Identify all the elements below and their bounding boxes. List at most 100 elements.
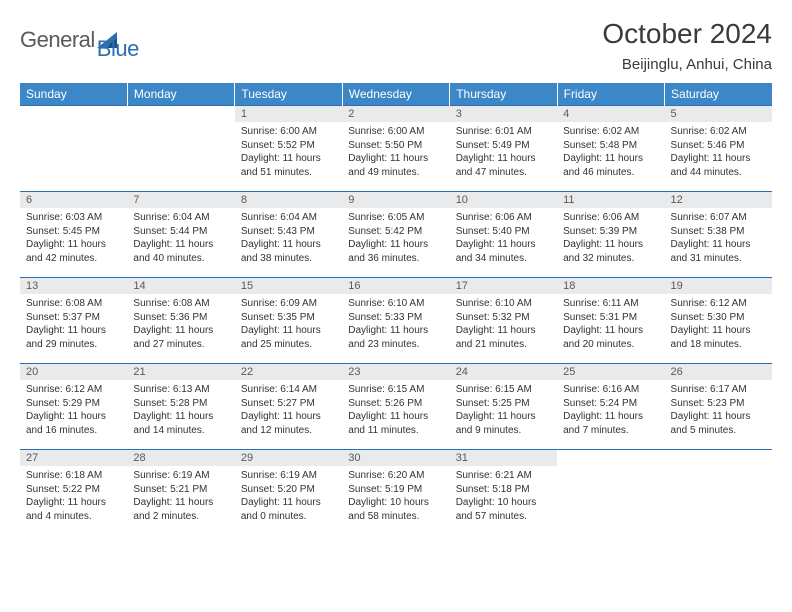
calendar-day-cell: 7Sunrise: 6:04 AMSunset: 5:44 PMDaylight…	[127, 192, 234, 278]
day-content: Sunrise: 6:15 AMSunset: 5:26 PMDaylight:…	[342, 380, 449, 441]
calendar-day-cell: 19Sunrise: 6:12 AMSunset: 5:30 PMDayligh…	[665, 278, 772, 364]
day-content: Sunrise: 6:20 AMSunset: 5:19 PMDaylight:…	[342, 466, 449, 527]
calendar-day-cell: 31Sunrise: 6:21 AMSunset: 5:18 PMDayligh…	[450, 450, 557, 536]
day-content: Sunrise: 6:21 AMSunset: 5:18 PMDaylight:…	[450, 466, 557, 527]
day-content: Sunrise: 6:08 AMSunset: 5:36 PMDaylight:…	[127, 294, 234, 355]
day-number: 8	[235, 192, 342, 208]
calendar-day-cell: 29Sunrise: 6:19 AMSunset: 5:20 PMDayligh…	[235, 450, 342, 536]
day-content: Sunrise: 6:19 AMSunset: 5:20 PMDaylight:…	[235, 466, 342, 527]
weekday-header: Tuesday	[235, 83, 342, 106]
calendar-day-cell: 21Sunrise: 6:13 AMSunset: 5:28 PMDayligh…	[127, 364, 234, 450]
day-number: 19	[665, 278, 772, 294]
calendar-day-cell: 28Sunrise: 6:19 AMSunset: 5:21 PMDayligh…	[127, 450, 234, 536]
day-number: 5	[665, 106, 772, 122]
weekday-header: Friday	[557, 83, 664, 106]
day-content: Sunrise: 6:15 AMSunset: 5:25 PMDaylight:…	[450, 380, 557, 441]
day-content: Sunrise: 6:14 AMSunset: 5:27 PMDaylight:…	[235, 380, 342, 441]
day-content: Sunrise: 6:18 AMSunset: 5:22 PMDaylight:…	[20, 466, 127, 527]
weekday-header: Saturday	[665, 83, 772, 106]
day-number: 27	[20, 450, 127, 466]
calendar-day-cell: 3Sunrise: 6:01 AMSunset: 5:49 PMDaylight…	[450, 106, 557, 192]
calendar-day-cell: 30Sunrise: 6:20 AMSunset: 5:19 PMDayligh…	[342, 450, 449, 536]
day-number: 7	[127, 192, 234, 208]
day-number: 31	[450, 450, 557, 466]
day-number: 9	[342, 192, 449, 208]
logo-text-blue: Blue	[97, 36, 139, 61]
calendar-day-cell: 5Sunrise: 6:02 AMSunset: 5:46 PMDaylight…	[665, 106, 772, 192]
day-content: Sunrise: 6:03 AMSunset: 5:45 PMDaylight:…	[20, 208, 127, 269]
day-content: Sunrise: 6:02 AMSunset: 5:48 PMDaylight:…	[557, 122, 664, 183]
day-number: 11	[557, 192, 664, 208]
day-number: 16	[342, 278, 449, 294]
day-number: 17	[450, 278, 557, 294]
day-content: Sunrise: 6:05 AMSunset: 5:42 PMDaylight:…	[342, 208, 449, 269]
day-content: Sunrise: 6:10 AMSunset: 5:32 PMDaylight:…	[450, 294, 557, 355]
day-content: Sunrise: 6:04 AMSunset: 5:43 PMDaylight:…	[235, 208, 342, 269]
day-number: 1	[235, 106, 342, 122]
calendar-empty-cell	[20, 106, 127, 192]
day-number: 12	[665, 192, 772, 208]
day-number: 24	[450, 364, 557, 380]
calendar-day-cell: 23Sunrise: 6:15 AMSunset: 5:26 PMDayligh…	[342, 364, 449, 450]
calendar-day-cell: 14Sunrise: 6:08 AMSunset: 5:36 PMDayligh…	[127, 278, 234, 364]
calendar-day-cell: 24Sunrise: 6:15 AMSunset: 5:25 PMDayligh…	[450, 364, 557, 450]
calendar-empty-cell	[557, 450, 664, 536]
calendar-day-cell: 16Sunrise: 6:10 AMSunset: 5:33 PMDayligh…	[342, 278, 449, 364]
calendar-day-cell: 26Sunrise: 6:17 AMSunset: 5:23 PMDayligh…	[665, 364, 772, 450]
calendar-day-cell: 25Sunrise: 6:16 AMSunset: 5:24 PMDayligh…	[557, 364, 664, 450]
weekday-header: Monday	[127, 83, 234, 106]
day-content: Sunrise: 6:02 AMSunset: 5:46 PMDaylight:…	[665, 122, 772, 183]
weekday-header: Wednesday	[342, 83, 449, 106]
calendar-day-cell: 8Sunrise: 6:04 AMSunset: 5:43 PMDaylight…	[235, 192, 342, 278]
day-number: 10	[450, 192, 557, 208]
day-number: 25	[557, 364, 664, 380]
calendar-day-cell: 6Sunrise: 6:03 AMSunset: 5:45 PMDaylight…	[20, 192, 127, 278]
day-number: 28	[127, 450, 234, 466]
calendar-day-cell: 17Sunrise: 6:10 AMSunset: 5:32 PMDayligh…	[450, 278, 557, 364]
calendar-day-cell: 1Sunrise: 6:00 AMSunset: 5:52 PMDaylight…	[235, 106, 342, 192]
calendar-body: 1Sunrise: 6:00 AMSunset: 5:52 PMDaylight…	[20, 106, 772, 536]
weekday-header: Sunday	[20, 83, 127, 106]
day-content: Sunrise: 6:17 AMSunset: 5:23 PMDaylight:…	[665, 380, 772, 441]
calendar-row: 27Sunrise: 6:18 AMSunset: 5:22 PMDayligh…	[20, 450, 772, 536]
calendar-day-cell: 10Sunrise: 6:06 AMSunset: 5:40 PMDayligh…	[450, 192, 557, 278]
logo: General Blue	[20, 18, 139, 62]
calendar-day-cell: 18Sunrise: 6:11 AMSunset: 5:31 PMDayligh…	[557, 278, 664, 364]
calendar-day-cell: 9Sunrise: 6:05 AMSunset: 5:42 PMDaylight…	[342, 192, 449, 278]
weekday-header: Thursday	[450, 83, 557, 106]
header: General Blue October 2024 Beijinglu, Anh…	[20, 18, 772, 73]
day-content: Sunrise: 6:19 AMSunset: 5:21 PMDaylight:…	[127, 466, 234, 527]
day-content: Sunrise: 6:09 AMSunset: 5:35 PMDaylight:…	[235, 294, 342, 355]
month-title: October 2024	[602, 18, 772, 50]
calendar-day-cell: 27Sunrise: 6:18 AMSunset: 5:22 PMDayligh…	[20, 450, 127, 536]
day-number: 20	[20, 364, 127, 380]
day-number: 13	[20, 278, 127, 294]
day-number: 4	[557, 106, 664, 122]
calendar-day-cell: 22Sunrise: 6:14 AMSunset: 5:27 PMDayligh…	[235, 364, 342, 450]
day-number: 6	[20, 192, 127, 208]
day-content: Sunrise: 6:07 AMSunset: 5:38 PMDaylight:…	[665, 208, 772, 269]
day-content: Sunrise: 6:01 AMSunset: 5:49 PMDaylight:…	[450, 122, 557, 183]
day-content: Sunrise: 6:00 AMSunset: 5:52 PMDaylight:…	[235, 122, 342, 183]
title-block: October 2024 Beijinglu, Anhui, China	[602, 18, 772, 73]
calendar-empty-cell	[127, 106, 234, 192]
day-content: Sunrise: 6:12 AMSunset: 5:30 PMDaylight:…	[665, 294, 772, 355]
day-number: 18	[557, 278, 664, 294]
day-content: Sunrise: 6:06 AMSunset: 5:40 PMDaylight:…	[450, 208, 557, 269]
day-number: 14	[127, 278, 234, 294]
calendar-day-cell: 11Sunrise: 6:06 AMSunset: 5:39 PMDayligh…	[557, 192, 664, 278]
calendar-row: 1Sunrise: 6:00 AMSunset: 5:52 PMDaylight…	[20, 106, 772, 192]
day-content: Sunrise: 6:11 AMSunset: 5:31 PMDaylight:…	[557, 294, 664, 355]
day-number: 26	[665, 364, 772, 380]
calendar-day-cell: 15Sunrise: 6:09 AMSunset: 5:35 PMDayligh…	[235, 278, 342, 364]
calendar-day-cell: 4Sunrise: 6:02 AMSunset: 5:48 PMDaylight…	[557, 106, 664, 192]
day-content: Sunrise: 6:13 AMSunset: 5:28 PMDaylight:…	[127, 380, 234, 441]
day-content: Sunrise: 6:06 AMSunset: 5:39 PMDaylight:…	[557, 208, 664, 269]
day-number: 29	[235, 450, 342, 466]
day-number: 3	[450, 106, 557, 122]
logo-text-general: General	[20, 27, 95, 53]
calendar-day-cell: 12Sunrise: 6:07 AMSunset: 5:38 PMDayligh…	[665, 192, 772, 278]
calendar-row: 20Sunrise: 6:12 AMSunset: 5:29 PMDayligh…	[20, 364, 772, 450]
day-content: Sunrise: 6:10 AMSunset: 5:33 PMDaylight:…	[342, 294, 449, 355]
calendar-day-cell: 2Sunrise: 6:00 AMSunset: 5:50 PMDaylight…	[342, 106, 449, 192]
